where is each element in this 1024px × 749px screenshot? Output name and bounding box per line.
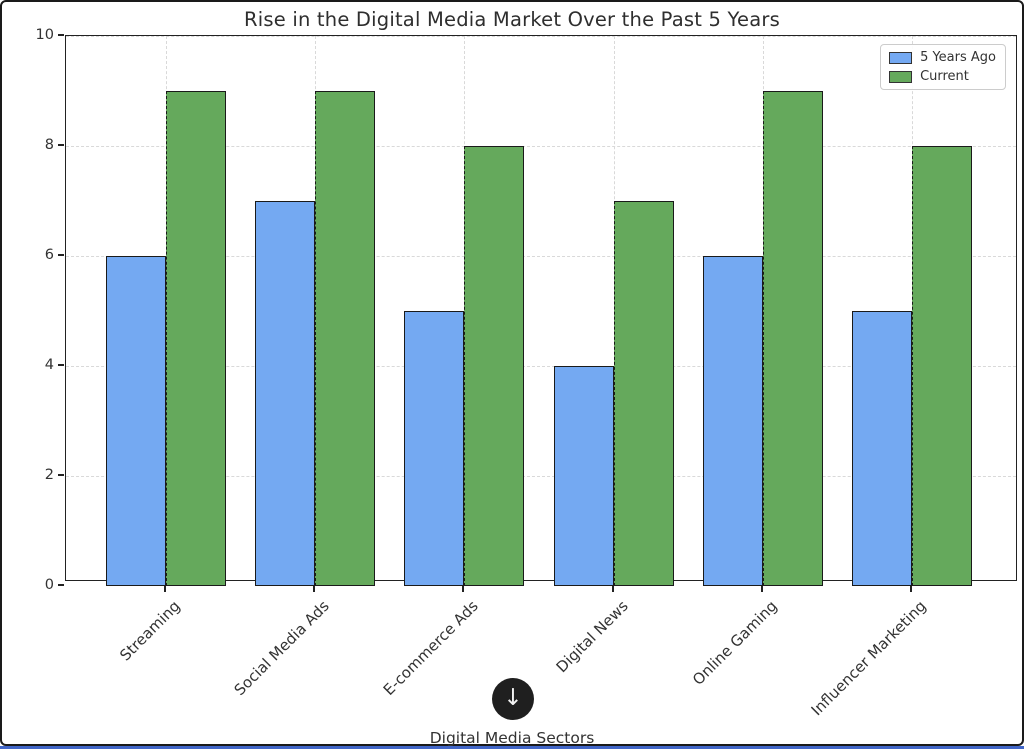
legend-label-5-years-ago: 5 Years Ago [920,50,996,65]
x-tick-label-influencer-marketing: Influencer Marketing [807,597,930,720]
x-tick-label-online-gaming: Online Gaming [688,597,781,689]
x-tick-mark [760,586,763,592]
y-tick-mark [58,254,64,256]
x-tick-mark [164,586,166,592]
scroll-down-button[interactable]: ↓ [492,678,534,720]
x-tick-label-streaming: Streaming [116,597,184,665]
y-tick-mark [58,144,64,146]
chart-title: Rise in the Digital Media Market Over th… [244,8,780,31]
gridline-h-6 [66,256,1016,257]
legend-item-5-years-ago: 5 Years Ago [889,50,996,65]
x-tick-label-e-commerce-ads: E-commerce Ads [380,597,483,699]
gridline-h-8 [66,146,1016,147]
y-tick-mark [58,474,64,476]
x-tick-label-digital-news: Digital News [552,597,632,677]
x-tick-mark [611,586,614,592]
bar-5-years-ago-digital-news [553,366,614,586]
bar-5-years-ago-social-media-ads [255,201,316,586]
legend: 5 Years Ago Current [880,44,1006,90]
legend-swatch-5-years-ago [889,51,913,64]
y-tick-label-8: 8 [44,137,54,153]
y-tick-mark [58,34,64,36]
bar-5-years-ago-streaming [106,256,166,586]
gridline-h-2 [66,476,1016,477]
bar-current-social-media-ads [315,91,376,586]
gridline-h-10 [66,36,1016,37]
bar-current-digital-news [613,201,674,586]
bar-current-streaming [166,91,226,586]
y-tick-label-4: 4 [44,357,54,373]
bar-current-influencer-marketing [912,146,972,586]
y-tick-mark [58,364,64,366]
legend-swatch-current [889,70,913,83]
y-tick-label-0: 0 [44,577,54,593]
bottom-blue-strip [0,746,1024,749]
y-tick-mark [58,584,64,586]
bar-current-online-gaming [762,91,823,586]
y-tick-label-2: 2 [44,467,54,483]
bar-5-years-ago-influencer-marketing [852,311,912,586]
gridline-h-4 [66,366,1016,367]
bar-5-years-ago-e-commerce-ads [404,311,465,586]
bar-5-years-ago-online-gaming [702,256,763,586]
x-axis-label: Digital Media Sectors [429,729,595,747]
x-tick-mark [910,586,912,592]
arrow-down-icon: ↓ [503,684,523,711]
x-tick-mark [313,586,316,592]
y-tick-label-10: 10 [35,27,54,43]
x-tick-label-social-media-ads: Social Media Ads [230,597,333,700]
legend-item-current: Current [889,69,996,84]
bar-current-e-commerce-ads [464,146,525,586]
x-tick-mark [462,586,465,592]
legend-label-current: Current [920,69,969,84]
plot-area: 5 Years Ago Current [65,35,1017,586]
y-tick-label-6: 6 [44,247,54,263]
